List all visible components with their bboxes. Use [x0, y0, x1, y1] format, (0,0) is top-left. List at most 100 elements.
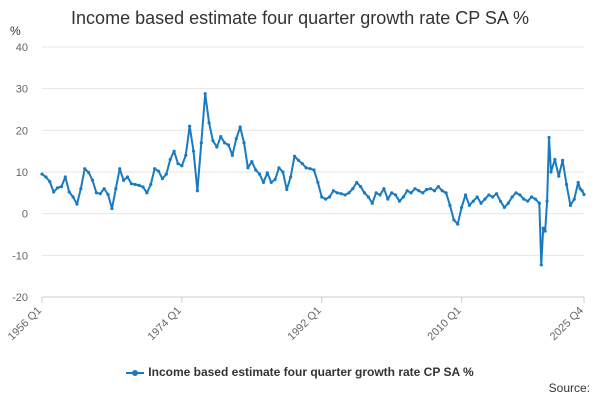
data-point-128 [537, 201, 541, 205]
data-point-4 [55, 186, 60, 190]
data-point-100 [428, 187, 433, 191]
data-point-112 [475, 195, 479, 199]
data-point-123 [518, 193, 522, 197]
data-point-134 [549, 170, 553, 174]
data-point-118 [498, 199, 503, 203]
data-point-22 [125, 175, 130, 179]
data-point-66 [296, 158, 301, 162]
data-point-141 [576, 180, 580, 185]
data-point-88 [382, 187, 386, 191]
data-point-6 [63, 175, 67, 179]
data-point-7 [67, 190, 71, 194]
data-point-32 [164, 172, 168, 176]
data-point-31 [160, 177, 165, 181]
data-point-139 [568, 203, 573, 207]
data-point-8 [71, 195, 75, 199]
data-point-47 [223, 141, 227, 145]
chart-title: Income based estimate four quarter growt… [71, 8, 529, 28]
data-point-64 [289, 175, 293, 179]
data-point-117 [494, 192, 499, 196]
data-point-80 [351, 187, 355, 191]
grid-layer [42, 46, 584, 298]
data-point-71 [316, 180, 320, 185]
data-point-82 [358, 184, 363, 189]
data-point-79 [347, 191, 351, 195]
x-tick-label-3: 2010 Q1 [425, 305, 463, 343]
data-point-91 [393, 193, 398, 197]
data-point-33 [168, 157, 172, 162]
data-point-126 [529, 195, 534, 199]
data-point-136 [557, 174, 561, 178]
data-point-114 [483, 197, 487, 201]
data-point-132 [545, 199, 549, 203]
data-point-46 [219, 134, 223, 139]
data-point-108 [460, 205, 464, 210]
data-point-38 [188, 124, 192, 128]
data-point-67 [300, 162, 304, 166]
y-tick-label--20: -20 [12, 292, 28, 304]
data-point-20 [118, 167, 122, 171]
data-point-68 [304, 166, 308, 170]
data-point-107 [456, 222, 460, 226]
data-point-17 [106, 192, 110, 197]
data-point-130 [541, 226, 545, 230]
data-point-55 [254, 168, 258, 172]
data-point-138 [564, 182, 569, 187]
data-point-106 [452, 218, 456, 222]
data-point-103 [440, 189, 444, 193]
legend-line-marker-icon [126, 368, 145, 378]
data-point-70 [312, 168, 316, 172]
data-point-120 [506, 201, 510, 205]
data-point-92 [397, 199, 402, 203]
data-point-9 [75, 202, 79, 206]
legend-label: Income based estimate four quarter growt… [148, 365, 474, 379]
data-point-34 [172, 149, 176, 153]
data-point-10 [79, 187, 83, 191]
data-point-94 [405, 189, 409, 193]
data-point-16 [102, 187, 106, 191]
data-point-105 [448, 203, 452, 207]
data-point-36 [180, 164, 184, 168]
data-point-124 [522, 197, 526, 201]
data-point-104 [444, 191, 448, 195]
data-point-27 [145, 191, 149, 195]
data-point-58 [265, 171, 269, 175]
data-point-13 [90, 178, 95, 182]
data-point-62 [281, 170, 285, 174]
data-point-75 [331, 189, 335, 193]
data-point-119 [502, 205, 506, 210]
legend[interactable]: Income based estimate four quarter growt… [0, 365, 600, 379]
data-point-0 [40, 172, 44, 176]
data-point-135 [553, 157, 557, 162]
data-point-39 [191, 149, 196, 153]
data-point-99 [425, 187, 429, 192]
data-point-45 [215, 145, 219, 149]
data-point-72 [320, 195, 324, 199]
data-point-18 [110, 207, 114, 211]
data-point-115 [487, 193, 491, 197]
data-point-60 [273, 177, 277, 182]
data-point-102 [436, 184, 440, 189]
axis-layer: -20 -10 0 10 20 30 40 1956 Q1 1974 Q1 1992 Q1 2010… [6, 42, 586, 343]
data-point-85 [370, 201, 374, 205]
data-point-87 [378, 193, 382, 197]
data-point-142 [578, 187, 582, 191]
data-point-49 [230, 153, 234, 157]
data-point-37 [184, 153, 188, 157]
data-point-109 [463, 193, 468, 197]
data-point-51 [238, 125, 242, 129]
y-tick-label-10: 10 [16, 167, 28, 179]
data-point-76 [335, 191, 339, 195]
data-point-14 [94, 191, 98, 195]
data-point-77 [339, 192, 343, 196]
data-point-97 [417, 189, 421, 193]
data-point-74 [327, 195, 332, 199]
series-layer [40, 92, 586, 267]
data-point-78 [343, 193, 347, 197]
data-point-133 [547, 135, 551, 140]
data-point-63 [285, 187, 289, 192]
data-point-30 [156, 169, 161, 173]
data-point-35 [176, 162, 180, 166]
y-axis-unit-label: % [10, 24, 21, 38]
data-point-28 [149, 182, 153, 187]
